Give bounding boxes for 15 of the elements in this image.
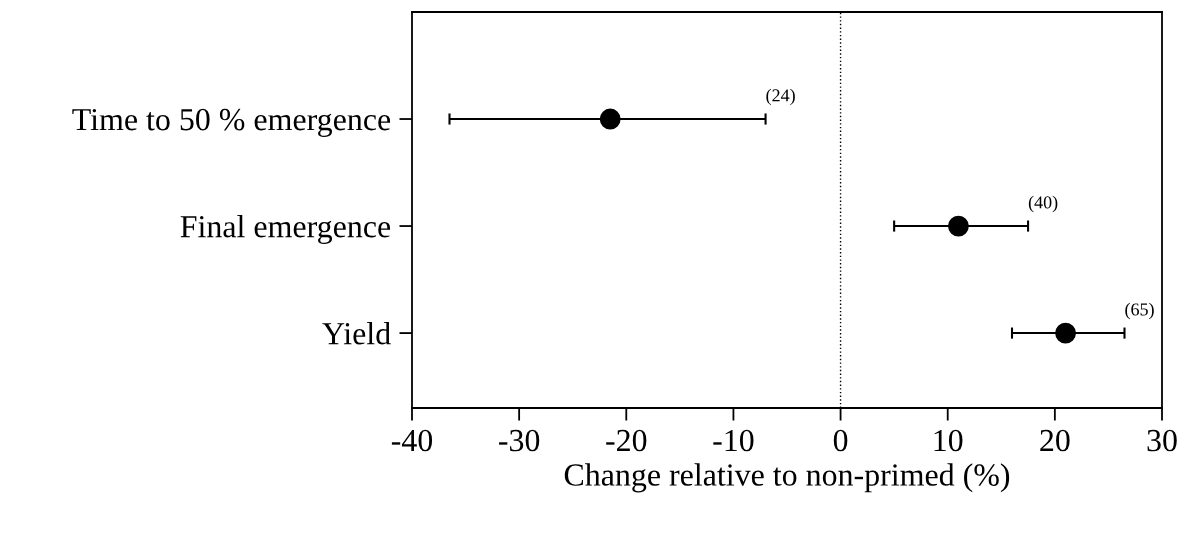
y-tick-label: Yield: [322, 322, 391, 345]
x-tick-label: -30: [499, 429, 540, 452]
x-tick-label: -20: [606, 429, 647, 452]
x-tick-label: 10: [934, 429, 963, 452]
x-tick-label: 20: [1040, 429, 1070, 452]
x-axis-title: Change relative to non-primed (%): [564, 463, 1010, 493]
y-tick-label: Final emergence: [180, 214, 391, 245]
annotation: (40): [1028, 195, 1058, 213]
y-tick-label: Time to 50 % emergence: [72, 108, 391, 137]
annotation: (24): [766, 88, 795, 106]
x-tick-label: -10: [713, 429, 754, 452]
x-tick-label: 0: [833, 429, 848, 452]
x-tick-label: -40: [391, 429, 433, 452]
x-tick-label: 30: [1147, 429, 1177, 452]
annotation: (65): [1125, 302, 1154, 320]
